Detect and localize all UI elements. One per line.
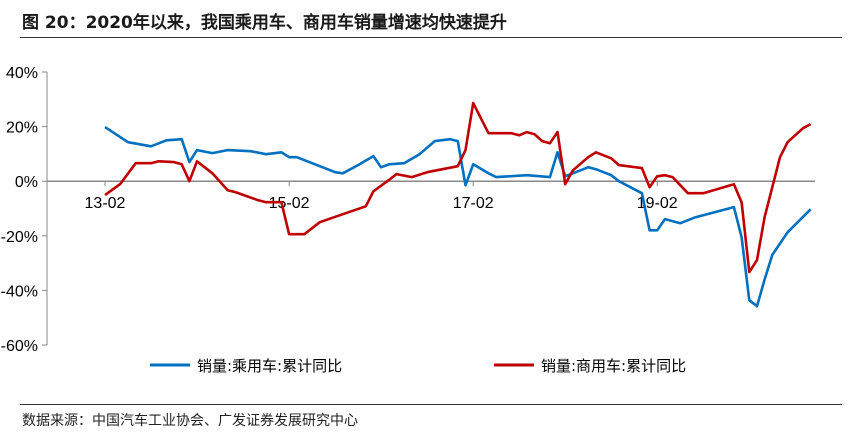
x-tick-label: 19-02 (637, 195, 678, 212)
x-tick-label: 17-02 (453, 195, 494, 212)
y-tick-label: -40% (1, 283, 38, 300)
axes: 40% 20% 0% -20% -40% -60% 13-02 15-02 17-02 19-02 (1, 65, 815, 355)
series-line-passenger (104, 126, 812, 308)
legend-label-passenger: 销量:乘用车:累计同比 (197, 357, 342, 375)
x-tick-label: 13-02 (85, 195, 126, 212)
source-note: 数据来源：中国汽车工业协会、广发证券发展研究中心 (22, 413, 358, 429)
y-tick-label: 0% (15, 174, 38, 191)
series-lines (104, 101, 812, 308)
title-divider (20, 37, 842, 38)
x-tick-label: 15-02 (269, 195, 310, 212)
legend: 销量:乘用车:累计同比 销量:商用车:累计同比 (150, 357, 686, 375)
y-tick-label: -20% (1, 229, 38, 246)
source-divider (20, 404, 842, 405)
y-tick-label: -60% (1, 338, 38, 355)
series-line-commercial (104, 101, 812, 274)
figure-title: 图 20：2020年以来，我国乘用车、商用车销量增速均快速提升 (22, 13, 507, 33)
legend-label-commercial: 销量:商用车:累计同比 (541, 357, 686, 375)
y-tick-label: 40% (6, 65, 38, 82)
y-tick-label: 20% (6, 120, 38, 137)
